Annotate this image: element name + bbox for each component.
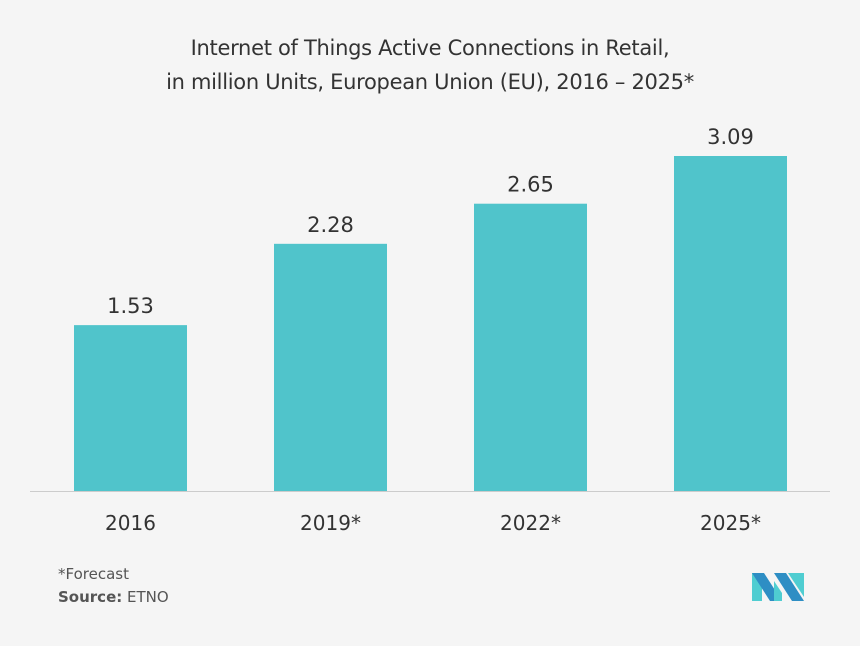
bar xyxy=(274,243,387,491)
x-tick-label: 2016 xyxy=(105,511,156,535)
x-tick-label: 2022* xyxy=(500,511,561,535)
mordor-logo xyxy=(752,573,804,601)
source-value: ETNO xyxy=(127,588,169,606)
data-label: 2.65 xyxy=(507,173,554,197)
bar xyxy=(674,156,787,491)
data-label: 1.53 xyxy=(107,294,154,318)
x-tick-label: 2019* xyxy=(300,511,361,535)
source-label: Source: xyxy=(58,588,123,606)
chart-title-line-1: Internet of Things Active Connections in… xyxy=(190,36,670,60)
data-label: 3.09 xyxy=(707,125,754,149)
chart-title-line-2: in million Units, European Union (EU), 2… xyxy=(166,70,694,94)
x-tick-label: 2025* xyxy=(700,511,761,535)
bar xyxy=(74,325,187,491)
data-label: 2.28 xyxy=(307,213,354,237)
footnote: *Forecast xyxy=(58,565,129,583)
bar xyxy=(474,203,587,491)
